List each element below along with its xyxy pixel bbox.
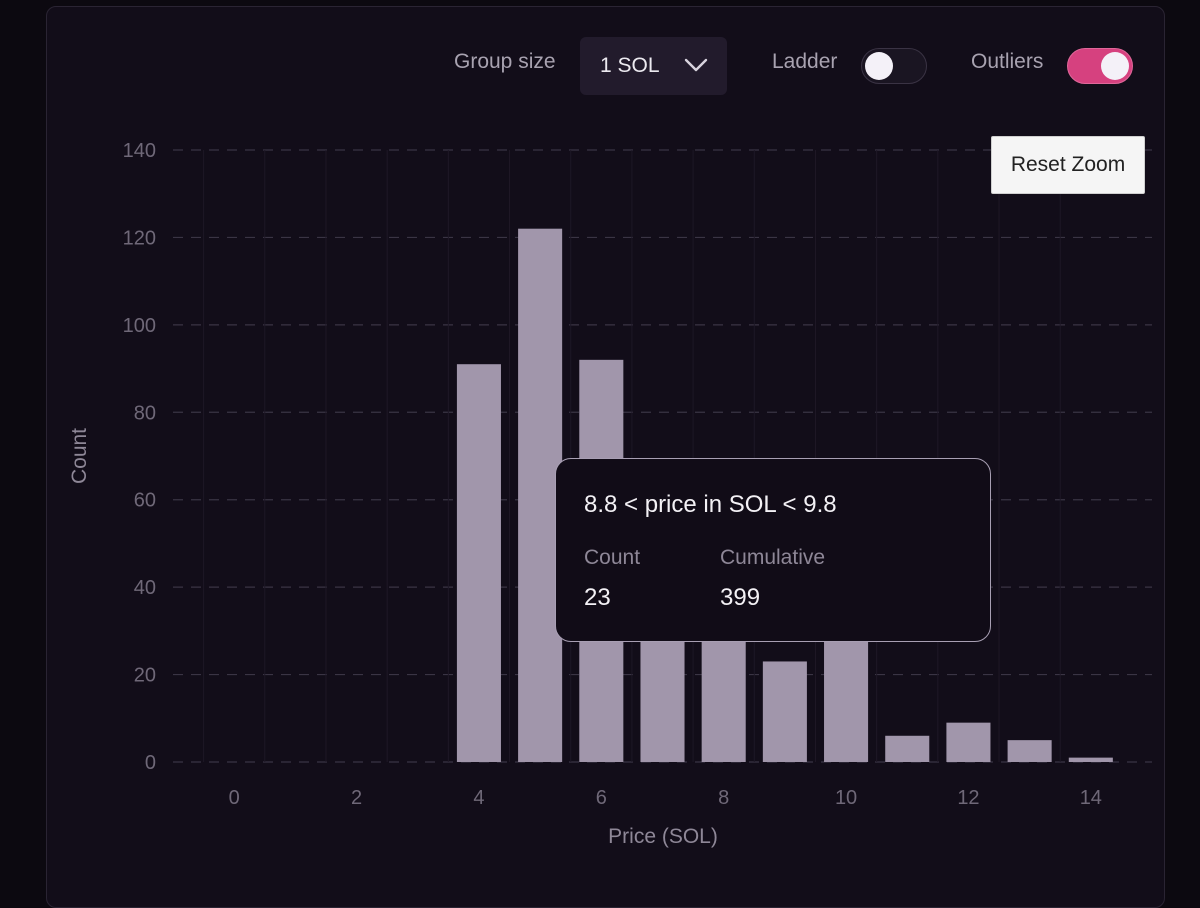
chart-controls: Group size 1 SOL Ladder Outliers [0,37,1200,97]
histogram-bar[interactable] [518,228,563,762]
ladder-label: Ladder [772,50,838,73]
chevron-down-icon [684,58,708,72]
group-size-label: Group size [454,50,556,73]
histogram-bar[interactable] [762,661,807,762]
y-tick-labels: 0 20 40 60 80 100 120 140 [123,140,156,774]
y-tick-label: 20 [134,665,156,687]
bar-tooltip: 8.8 < price in SOL < 9.8 Count Cumulativ… [555,458,991,642]
y-tick-label: 80 [134,402,156,424]
ladder-toggle-knob [865,52,893,80]
outliers-toggle-knob [1101,52,1129,80]
y-tick-label: 40 [134,577,156,599]
tooltip-count-label: Count [584,546,641,569]
tooltip-title: 8.8 < price in SOL < 9.8 [584,491,837,518]
y-tick-label: 60 [134,490,156,512]
histogram-bar[interactable] [456,364,501,762]
y-tick-label: 100 [123,315,156,337]
group-size-value: 1 SOL [600,54,660,77]
ladder-toggle[interactable] [861,48,927,84]
x-tick-label: 8 [718,787,729,809]
x-tick-label: 4 [473,787,484,809]
tooltip-count-value: 23 [584,584,611,611]
outliers-toggle[interactable] [1067,48,1133,84]
x-tick-label: 12 [957,787,979,809]
x-tick-label: 0 [229,787,240,809]
x-axis-title: Price (SOL) [608,825,718,848]
tooltip-cumulative-value: 399 [720,584,761,611]
outliers-label: Outliers [971,50,1044,73]
histogram-bar[interactable] [885,735,930,762]
histogram-chart: 0 20 40 60 80 100 120 140 0 2 4 6 8 10 12 14 Price (SO… [68,140,1152,848]
y-tick-label: 120 [123,227,156,249]
histogram-bar[interactable] [946,722,991,762]
group-size-select[interactable]: 1 SOL [580,37,727,95]
histogram-bar[interactable] [1007,740,1052,762]
x-tick-label: 14 [1080,787,1102,809]
x-tick-label: 6 [596,787,607,809]
x-tick-label: 2 [351,787,362,809]
y-axis-title: Count [68,428,91,484]
y-tick-label: 140 [123,140,156,162]
x-tick-label: 10 [835,787,857,809]
y-tick-label: 0 [145,752,156,774]
x-tick-labels: 0 2 4 6 8 10 12 14 [229,787,1102,809]
reset-zoom-button[interactable]: Reset Zoom [991,136,1145,194]
tooltip-cumulative-label: Cumulative [720,546,826,569]
histogram-bar[interactable] [1068,757,1113,762]
